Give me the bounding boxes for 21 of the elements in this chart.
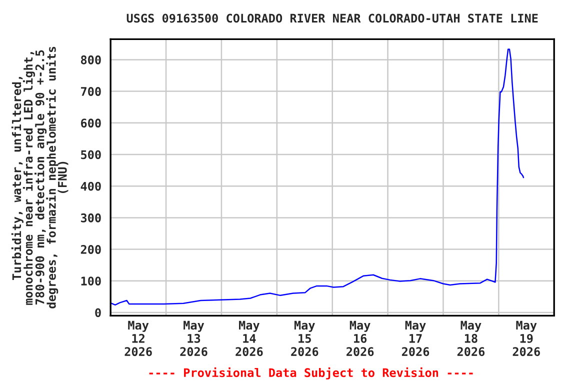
x-tick-label: May 17 2026 [402, 320, 430, 356]
x-tick-label: May 12 2026 [124, 320, 152, 356]
text: ---- Provisional Data Subject to Revision ---- [149, 367, 473, 380]
y-tick-label: 800 [80, 55, 101, 64]
y-tick-label: 400 [80, 182, 101, 191]
x-tick-label: May 19 2026 [512, 320, 540, 356]
x-tick-label: May 18 2026 [457, 320, 485, 356]
y-axis-title: Turbidity, water, unfiltered, monochrome near infra-red LED light, 780-900 nm, detection angle 90 +-2.5 degrees, formazin nephelometric units (FNU) [11, 46, 68, 308]
y-tick-label: 100 [81, 276, 101, 286]
y-tick-label: 700 [81, 87, 101, 96]
chart-title: USGS 09163500 COLORADO RIVER NEAR COLORADO-UTAH STATE LINE [126, 14, 538, 23]
y-tick-label: 0 [95, 308, 101, 318]
y-tick-label: 600 [80, 118, 101, 128]
x-tick-label: May 16 2026 [346, 320, 374, 356]
x-tick-label: May 13 2026 [180, 320, 208, 356]
line-series [110, 48, 524, 306]
y-tick-label: 200 [80, 245, 101, 254]
y-tick-label: 300 [80, 213, 101, 222]
x-tick-label: May 15 2026 [291, 320, 318, 356]
x-tick-label: May 14 2026 [236, 320, 263, 356]
y-tick-label: 500 [81, 150, 101, 160]
